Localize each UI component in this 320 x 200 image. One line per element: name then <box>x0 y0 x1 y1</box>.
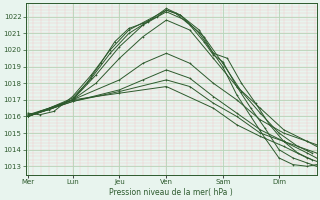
X-axis label: Pression niveau de la mer( hPa ): Pression niveau de la mer( hPa ) <box>109 188 233 197</box>
